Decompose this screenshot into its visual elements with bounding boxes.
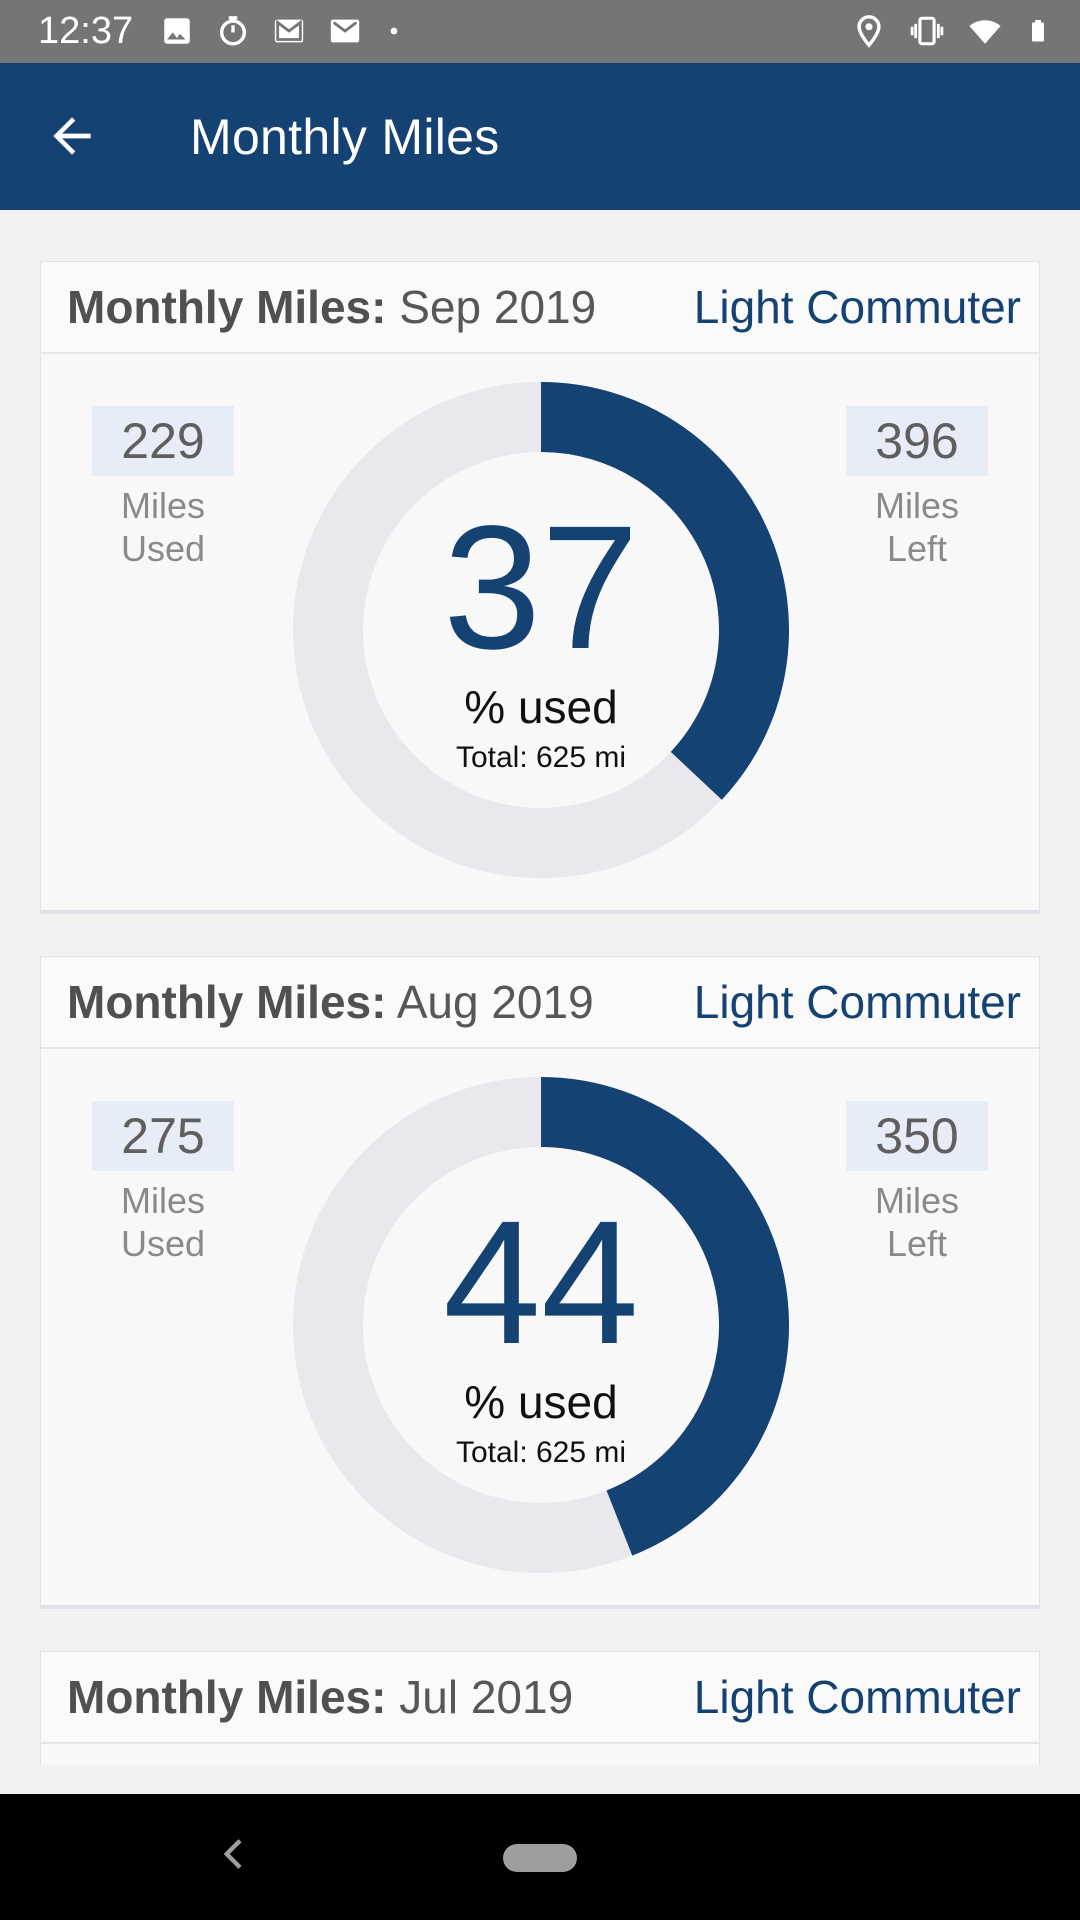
miles-used-label: Miles Used: [92, 484, 234, 570]
miles-used-label-line1: Miles: [120, 485, 205, 526]
plan-link[interactable]: Light Commuter: [693, 976, 1021, 1028]
card-title-month: Sep 2019: [399, 281, 597, 333]
miles-left-label: Miles Left: [846, 484, 988, 570]
miles-used-value: 275: [92, 1101, 234, 1171]
plan-link[interactable]: Light Commuter: [693, 1671, 1021, 1723]
status-bar: 12:37: [0, 0, 1080, 63]
monthly-miles-card: Monthly Miles: Sep 2019 Light Commuter 2…: [40, 261, 1040, 914]
monthly-miles-card: Monthly Miles: Jul 2019 Light Commuter: [40, 1651, 1040, 1765]
miles-used-label: Miles Used: [92, 1179, 234, 1265]
plan-link[interactable]: Light Commuter: [693, 281, 1021, 333]
card-body: 229 Miles Used 37 % used Total: 625 mi 3…: [41, 354, 1039, 910]
miles-used-stat: 275 Miles Used: [92, 1101, 234, 1265]
timer-icon: [219, 16, 247, 46]
miles-used-stat: 229 Miles Used: [92, 406, 234, 570]
location-icon: [857, 15, 881, 48]
card-title: Monthly Miles: Aug 2019: [67, 975, 594, 1029]
page-title: Monthly Miles: [190, 109, 500, 165]
miles-left-label-line1: Miles: [874, 1180, 959, 1221]
card-title-month: Aug 2019: [396, 976, 594, 1028]
vibrate-icon: [910, 16, 944, 46]
percent-used-label: % used: [464, 681, 618, 733]
miles-left-stat: 396 Miles Left: [846, 406, 988, 570]
miles-left-label-line1: Miles: [874, 485, 959, 526]
gauge-used-arc: [540, 1077, 789, 1556]
gmail-icon: [274, 19, 304, 43]
nav-home-pill[interactable]: [503, 1844, 577, 1872]
percent-used-value: 44: [443, 1185, 639, 1381]
total-miles: Total: 625 mi: [455, 741, 627, 774]
card-header: Monthly Miles: Aug 2019 Light Commuter: [41, 957, 1039, 1049]
battery-icon: [1032, 20, 1044, 42]
miles-left-label: Miles Left: [846, 1179, 988, 1265]
content-scroll[interactable]: Monthly Miles: Sep 2019 Light Commuter 2…: [0, 210, 1080, 1765]
miles-used-label-line2: Used: [120, 528, 206, 569]
gauge-used-arc: [540, 382, 789, 800]
total-miles: Total: 625 mi: [455, 1436, 627, 1469]
card-title-label: Monthly Miles:: [67, 976, 387, 1028]
dot-icon: [390, 27, 398, 35]
usage-donut-gauge: [293, 382, 789, 878]
miles-left-label-line2: Left: [886, 1223, 948, 1264]
miles-used-label-line2: Used: [120, 1223, 206, 1264]
card-title-label: Monthly Miles:: [67, 1671, 387, 1723]
usage-donut-gauge: [293, 1077, 789, 1573]
percent-used-value: 37: [443, 490, 639, 686]
miles-used-label-line1: Miles: [120, 1180, 205, 1221]
miles-left-value: 396: [846, 406, 988, 476]
miles-used-value: 229: [92, 406, 234, 476]
gmail-icon: [330, 19, 360, 43]
card-title-label: Monthly Miles:: [67, 281, 387, 333]
percent-used-label: % used: [464, 1376, 618, 1428]
miles-left-value: 350: [846, 1101, 988, 1171]
app-bar: Monthly Miles: [0, 63, 1080, 210]
wifi-icon: [969, 20, 1001, 44]
card-title: Monthly Miles: Sep 2019: [67, 280, 596, 334]
miles-left-stat: 350 Miles Left: [846, 1101, 988, 1265]
status-system-icons: [852, 14, 1050, 48]
back-arrow-icon[interactable]: [44, 108, 100, 164]
nav-back-icon[interactable]: [215, 1834, 255, 1874]
card-header: Monthly Miles: Jul 2019 Light Commuter: [41, 1652, 1039, 1744]
miles-left-label-line2: Left: [886, 528, 948, 569]
status-notification-icons: [160, 14, 404, 48]
card-body: 275 Miles Used 44 % used Total: 625 mi 3…: [41, 1049, 1039, 1605]
card-title-month: Jul 2019: [399, 1671, 574, 1723]
monthly-miles-card: Monthly Miles: Aug 2019 Light Commuter 2…: [40, 956, 1040, 1609]
card-title: Monthly Miles: Jul 2019: [67, 1670, 573, 1724]
status-time: 12:37: [38, 10, 134, 52]
card-header: Monthly Miles: Sep 2019 Light Commuter: [41, 262, 1039, 354]
image-icon: [164, 18, 190, 44]
